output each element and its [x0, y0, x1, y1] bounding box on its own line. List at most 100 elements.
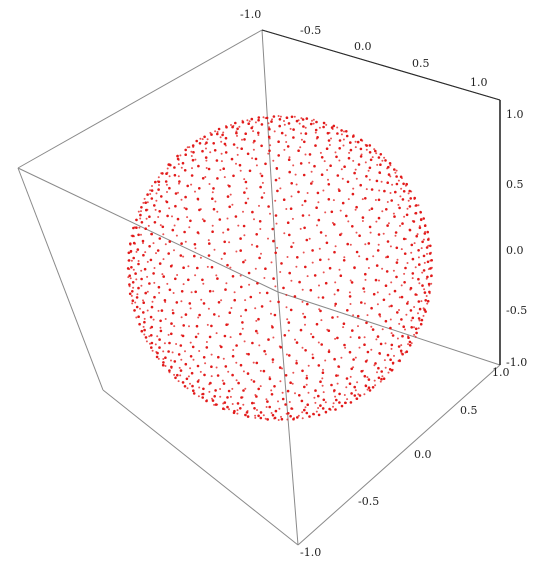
- data-point: [298, 394, 301, 397]
- data-point: [325, 147, 329, 150]
- data-point: [352, 314, 355, 317]
- data-point: [425, 277, 428, 280]
- data-point: [321, 377, 324, 380]
- data-point: [230, 307, 233, 309]
- data-point: [413, 326, 415, 329]
- data-point: [390, 343, 394, 347]
- data-point: [419, 210, 422, 213]
- data-point: [378, 189, 381, 192]
- data-point: [201, 218, 204, 221]
- data-point: [334, 395, 337, 398]
- data-point: [244, 299, 247, 302]
- data-point: [136, 248, 140, 251]
- data-point: [159, 326, 162, 329]
- data-point: [301, 288, 304, 291]
- data-point: [349, 141, 352, 144]
- data-point: [422, 314, 425, 317]
- data-point: [198, 386, 201, 389]
- data-point: [301, 411, 304, 414]
- data-point: [411, 316, 415, 320]
- data-point: [199, 137, 202, 140]
- data-point: [231, 275, 235, 278]
- data-point: [259, 416, 263, 420]
- data-point: [287, 321, 291, 324]
- data-point: [377, 216, 381, 220]
- data-point: [270, 261, 273, 264]
- data-point: [341, 177, 344, 180]
- data-point: [221, 379, 224, 382]
- data-point: [212, 142, 215, 145]
- data-point: [190, 155, 193, 157]
- data-point: [285, 353, 288, 356]
- data-point: [384, 159, 387, 162]
- data-point: [288, 156, 291, 159]
- data-point: [404, 328, 406, 331]
- data-point: [395, 182, 399, 186]
- data-point: [195, 324, 199, 328]
- data-point: [411, 257, 415, 261]
- data-point: [244, 308, 248, 312]
- data-point: [163, 299, 167, 302]
- data-point: [328, 266, 332, 270]
- box-edge: [17, 167, 279, 293]
- data-point: [397, 360, 400, 362]
- data-point: [322, 271, 325, 274]
- data-point: [311, 119, 313, 122]
- data-point: [184, 362, 188, 366]
- data-point: [235, 344, 238, 347]
- data-point: [374, 278, 378, 282]
- data-point: [142, 325, 145, 328]
- data-point: [357, 163, 361, 166]
- data-point: [213, 248, 216, 251]
- data-point: [272, 336, 275, 339]
- data-point: [375, 338, 378, 341]
- data-point: [239, 332, 242, 336]
- data-point: [387, 222, 390, 225]
- data-point: [305, 383, 308, 386]
- data-point: [315, 322, 319, 326]
- data-point: [395, 169, 398, 172]
- data-point: [330, 137, 332, 140]
- data-point: [305, 117, 309, 120]
- data-point: [407, 192, 410, 195]
- data-point: [407, 300, 409, 303]
- data-point: [349, 148, 353, 152]
- data-point: [274, 199, 277, 202]
- data-point: [268, 405, 272, 409]
- data-point: [161, 363, 165, 367]
- data-point: [290, 279, 293, 282]
- data-point: [407, 335, 409, 338]
- data-point: [158, 262, 162, 265]
- data-point: [264, 117, 267, 120]
- data-point: [353, 171, 356, 175]
- data-point: [280, 417, 284, 421]
- tick-label-right-4: -1.0: [506, 356, 527, 369]
- data-point: [376, 371, 378, 374]
- data-point: [375, 152, 378, 155]
- data-point: [298, 122, 301, 125]
- data-point: [157, 188, 160, 191]
- data-point: [427, 237, 430, 240]
- data-point: [347, 198, 350, 201]
- data-point: [324, 281, 328, 285]
- data-point: [371, 328, 375, 331]
- data-point: [342, 144, 345, 147]
- data-point: [188, 146, 191, 149]
- data-point: [176, 154, 179, 157]
- data-point: [322, 368, 324, 371]
- data-point: [417, 204, 420, 207]
- data-point: [418, 226, 422, 230]
- data-point: [182, 266, 185, 270]
- data-point: [148, 215, 151, 218]
- data-point: [160, 309, 164, 312]
- data-point: [158, 184, 160, 186]
- data-point: [240, 147, 243, 150]
- data-point: [250, 117, 254, 121]
- data-point: [205, 341, 208, 343]
- data-point: [349, 243, 352, 246]
- data-point: [365, 257, 369, 261]
- data-point: [257, 317, 260, 321]
- data-point: [293, 417, 295, 420]
- data-point: [426, 302, 429, 305]
- data-point: [244, 259, 247, 262]
